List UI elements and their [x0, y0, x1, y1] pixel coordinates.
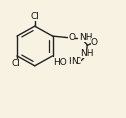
Text: Cl: Cl — [30, 12, 39, 21]
Text: N: N — [71, 57, 78, 66]
Text: Cl: Cl — [11, 59, 20, 68]
Text: O: O — [91, 38, 98, 47]
Text: HC: HC — [68, 57, 81, 66]
Text: O: O — [68, 33, 75, 42]
Text: NH: NH — [79, 33, 92, 42]
Text: HO: HO — [53, 58, 66, 67]
Text: NH: NH — [80, 49, 93, 58]
